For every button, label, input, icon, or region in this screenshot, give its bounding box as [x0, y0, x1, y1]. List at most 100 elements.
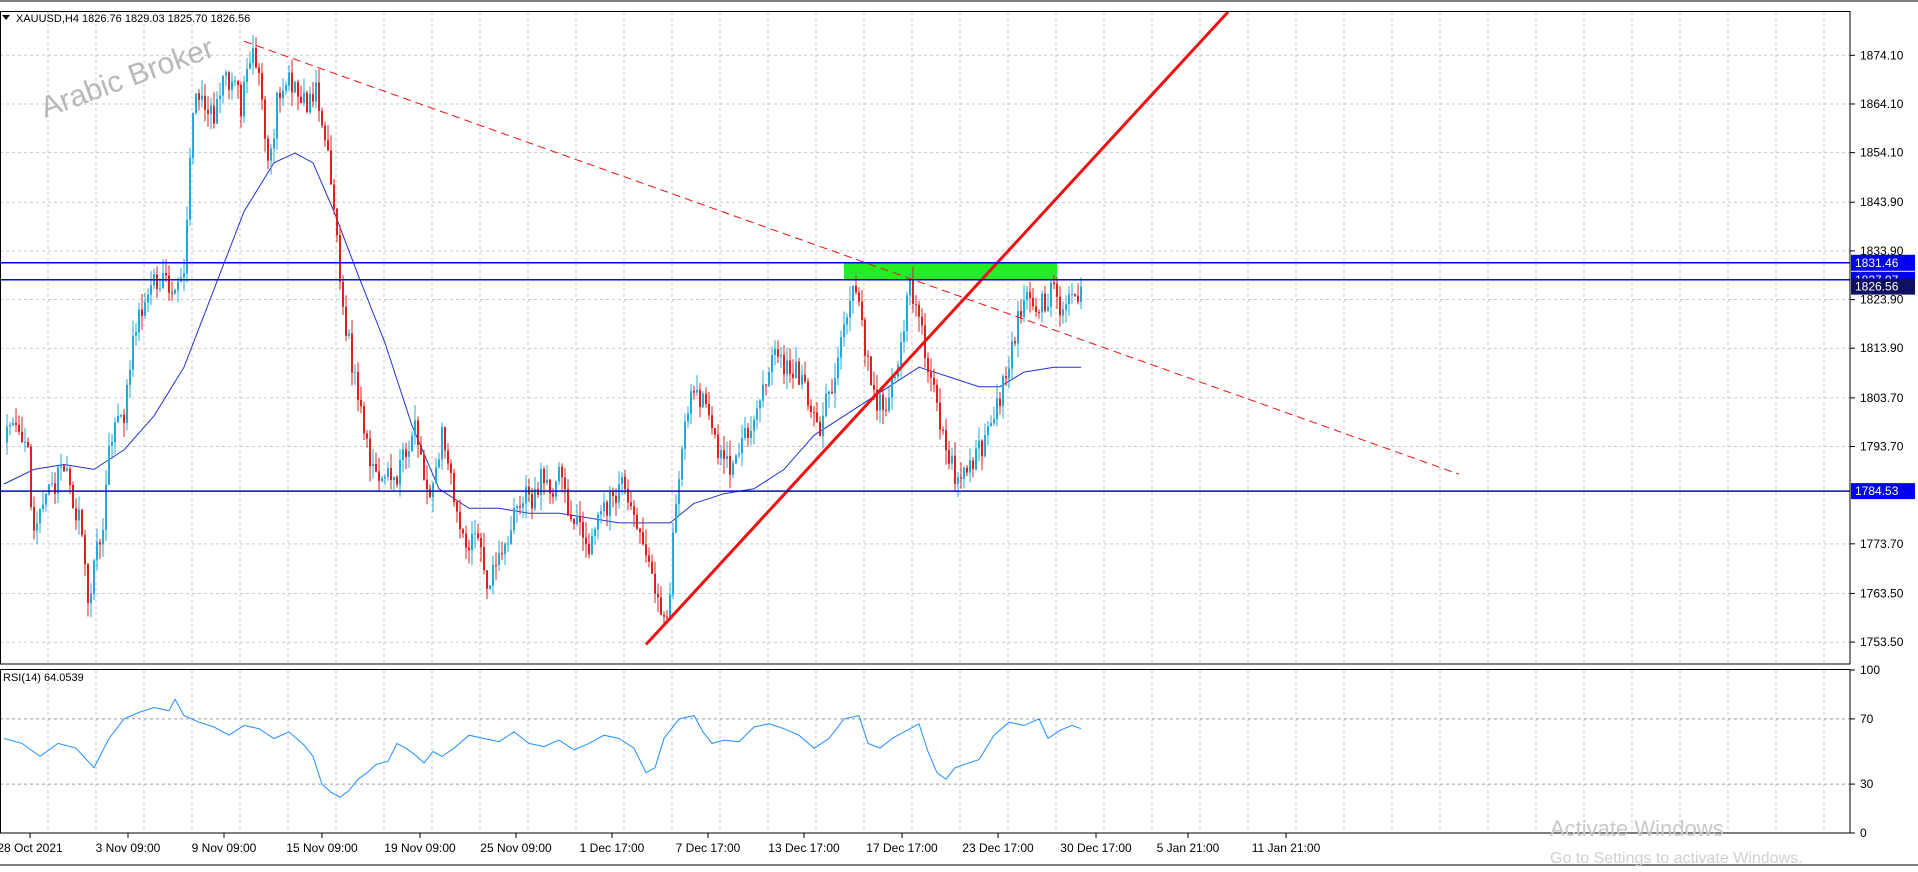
candle[interactable] — [435, 458, 437, 484]
candle[interactable] — [123, 408, 125, 438]
candle[interactable] — [576, 504, 578, 527]
candle[interactable] — [483, 532, 485, 575]
candle[interactable] — [75, 498, 77, 530]
candle[interactable] — [654, 561, 656, 603]
candle[interactable] — [342, 275, 344, 316]
candle[interactable] — [996, 384, 998, 427]
candle[interactable] — [810, 399, 812, 419]
candle[interactable] — [312, 81, 314, 108]
resistance-zone[interactable] — [844, 262, 1057, 280]
candle[interactable] — [468, 539, 470, 564]
candle[interactable] — [390, 453, 392, 490]
candle[interactable] — [702, 391, 704, 409]
candle[interactable] — [18, 415, 20, 435]
candle[interactable] — [438, 452, 440, 469]
candle[interactable] — [546, 464, 548, 486]
candle[interactable] — [639, 527, 641, 544]
candle[interactable] — [627, 479, 629, 510]
candle[interactable] — [633, 500, 635, 527]
candle[interactable] — [258, 63, 260, 86]
candle[interactable] — [954, 442, 956, 492]
candle[interactable] — [231, 72, 233, 100]
candle[interactable] — [999, 391, 1001, 415]
candle[interactable] — [411, 430, 413, 452]
candle[interactable] — [1044, 285, 1046, 313]
candle[interactable] — [399, 448, 401, 497]
candle[interactable] — [1077, 283, 1079, 305]
candle[interactable] — [276, 91, 278, 150]
candle[interactable] — [609, 485, 611, 531]
candle[interactable] — [273, 129, 275, 162]
candle[interactable] — [21, 416, 23, 443]
candle[interactable] — [135, 323, 137, 346]
candle[interactable] — [933, 368, 935, 393]
candle[interactable] — [87, 562, 89, 617]
candle[interactable] — [684, 413, 686, 461]
candle[interactable] — [84, 529, 86, 577]
candle[interactable] — [978, 427, 980, 462]
candle[interactable] — [414, 405, 416, 445]
candle[interactable] — [201, 80, 203, 108]
candle[interactable] — [297, 79, 299, 111]
candle[interactable] — [270, 143, 272, 175]
candles[interactable] — [6, 34, 1082, 625]
candle[interactable] — [642, 517, 644, 546]
candle[interactable] — [378, 457, 380, 492]
candle[interactable] — [474, 519, 476, 549]
candle[interactable] — [204, 84, 206, 122]
candle[interactable] — [606, 499, 608, 527]
candle[interactable] — [864, 317, 866, 367]
candle[interactable] — [777, 340, 779, 363]
candle[interactable] — [30, 443, 32, 511]
candle[interactable] — [1053, 274, 1055, 290]
candle[interactable] — [291, 59, 293, 106]
candle[interactable] — [516, 504, 518, 523]
candle[interactable] — [210, 98, 212, 130]
candle[interactable] — [108, 432, 110, 486]
candle[interactable] — [117, 403, 119, 424]
candle[interactable] — [522, 496, 524, 518]
candle[interactable] — [234, 76, 236, 87]
candle[interactable] — [885, 397, 887, 417]
candle[interactable] — [327, 125, 329, 152]
candle[interactable] — [912, 266, 914, 313]
candle[interactable] — [804, 361, 806, 384]
candle[interactable] — [45, 492, 47, 512]
candle[interactable] — [651, 554, 653, 574]
candle[interactable] — [198, 89, 200, 111]
candle[interactable] — [963, 466, 965, 489]
candle[interactable] — [354, 364, 356, 386]
candle[interactable] — [732, 459, 734, 479]
candle[interactable] — [780, 347, 782, 368]
candle[interactable] — [462, 528, 464, 539]
candle[interactable] — [795, 346, 797, 380]
candle[interactable] — [894, 376, 896, 381]
candle[interactable] — [762, 370, 764, 408]
candle[interactable] — [870, 356, 872, 386]
candle[interactable] — [669, 582, 671, 621]
candle[interactable] — [1047, 293, 1049, 313]
candle[interactable] — [459, 499, 461, 539]
candle[interactable] — [27, 437, 29, 449]
candle[interactable] — [840, 330, 842, 370]
candle[interactable] — [1059, 286, 1061, 327]
candle[interactable] — [678, 470, 680, 518]
candle[interactable] — [501, 541, 503, 561]
candle[interactable] — [750, 416, 752, 446]
candle[interactable] — [465, 525, 467, 559]
candle[interactable] — [744, 417, 746, 441]
candle[interactable] — [756, 400, 758, 430]
candle[interactable] — [441, 422, 443, 470]
candle[interactable] — [561, 463, 563, 493]
candle[interactable] — [951, 447, 953, 470]
candle[interactable] — [558, 461, 560, 486]
candle[interactable] — [891, 367, 893, 410]
candle[interactable] — [735, 453, 737, 465]
candle[interactable] — [741, 424, 743, 467]
candle[interactable] — [765, 383, 767, 396]
candle[interactable] — [294, 80, 296, 94]
candle[interactable] — [486, 570, 488, 600]
candle[interactable] — [267, 135, 269, 170]
candle[interactable] — [939, 387, 941, 440]
